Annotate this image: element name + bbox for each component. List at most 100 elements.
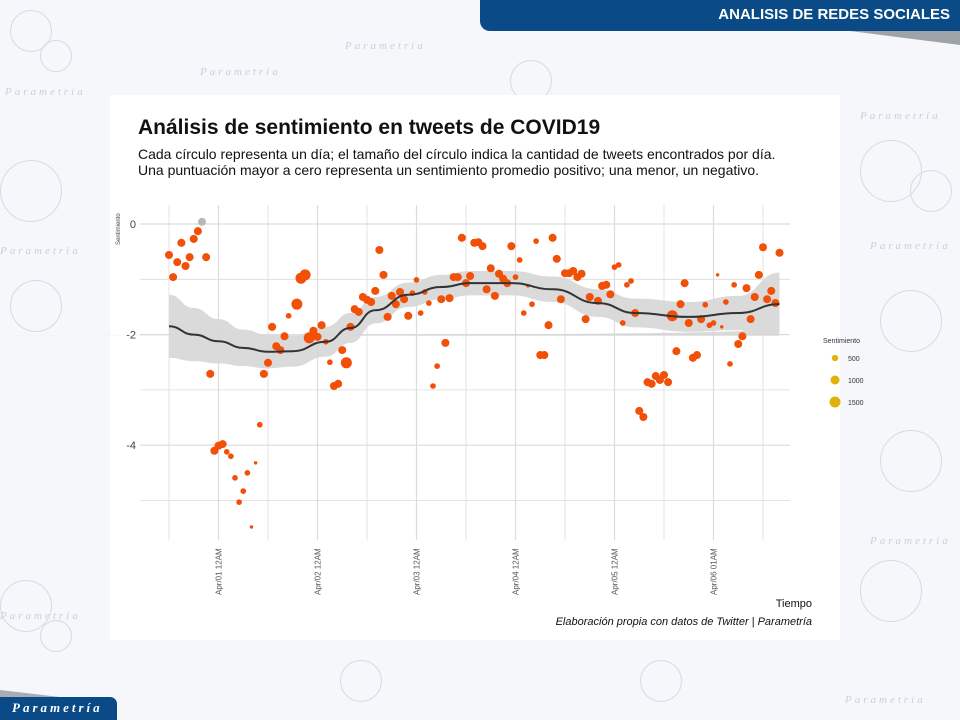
data-point	[268, 322, 277, 331]
data-point	[647, 379, 656, 388]
data-point	[276, 346, 285, 355]
data-point	[379, 270, 388, 279]
data-point	[606, 290, 615, 299]
data-point	[727, 361, 733, 367]
data-point	[417, 310, 424, 316]
legend-size-label: 500	[848, 356, 860, 363]
data-point	[299, 269, 311, 281]
x-tick-label: Apr/04 12AM	[512, 548, 521, 595]
watermark-circle	[880, 430, 942, 492]
data-point	[548, 233, 557, 242]
data-point	[400, 295, 409, 304]
data-point	[738, 332, 747, 341]
watermark-circle	[40, 620, 72, 652]
y-axis-label: Sentimiento	[116, 213, 122, 245]
data-point	[602, 280, 611, 289]
watermark-circle	[640, 660, 682, 702]
data-point	[619, 320, 626, 326]
data-point	[236, 499, 242, 505]
x-tick-label: Apr/06 01AM	[710, 548, 719, 595]
data-point	[228, 453, 234, 460]
data-point	[434, 363, 440, 369]
watermark-text: Parametría	[200, 66, 281, 78]
watermark-circle	[10, 280, 62, 332]
data-point	[715, 273, 720, 277]
watermark-circle	[40, 40, 72, 72]
data-point	[585, 292, 594, 302]
data-point	[507, 242, 516, 251]
data-point	[371, 286, 380, 295]
data-point	[664, 378, 673, 387]
data-point	[486, 264, 495, 273]
data-point	[639, 412, 648, 422]
data-point	[395, 287, 405, 297]
data-point	[181, 262, 190, 271]
watermark-circle	[880, 290, 942, 352]
data-point	[185, 253, 194, 262]
data-point	[731, 281, 737, 288]
data-point	[173, 258, 182, 267]
data-point	[263, 358, 273, 367]
data-point	[249, 525, 254, 529]
data-point	[189, 234, 198, 243]
data-point	[340, 357, 352, 369]
y-tick-label: -4	[126, 440, 136, 452]
data-point	[259, 369, 268, 378]
data-point	[430, 383, 436, 389]
data-point	[754, 270, 763, 279]
x-tick-label: Apr/03 12AM	[413, 548, 422, 595]
data-point	[338, 346, 347, 355]
data-point	[490, 291, 499, 300]
y-tick-label: -2	[126, 330, 136, 342]
watermark-circle	[860, 560, 922, 622]
data-point	[164, 250, 174, 259]
data-point	[540, 351, 549, 360]
data-point	[615, 262, 622, 268]
data-point	[445, 294, 454, 303]
data-point	[206, 369, 215, 378]
legend-size-key	[829, 396, 841, 408]
data-point	[478, 242, 487, 251]
data-point	[723, 299, 729, 305]
data-point	[193, 227, 202, 236]
confidence-band	[0, 271, 780, 369]
data-point	[413, 277, 420, 283]
data-point	[291, 298, 303, 310]
data-point	[635, 406, 644, 415]
data-point	[303, 332, 315, 344]
data-point	[240, 488, 247, 494]
y-tick-label: 0	[130, 219, 136, 231]
data-point	[692, 351, 702, 360]
legend-size-key	[831, 354, 839, 362]
header-decoration	[850, 31, 960, 45]
x-tick-label: Apr/01 12AM	[215, 548, 224, 595]
legend-size-key	[830, 375, 840, 385]
data-point	[256, 421, 263, 428]
data-point	[441, 338, 450, 347]
data-point	[763, 295, 772, 304]
legend-size-label: 1500	[848, 400, 864, 407]
data-point	[285, 312, 292, 319]
brand-badge: Parametría	[0, 697, 117, 720]
watermark-circle	[10, 10, 52, 52]
data-point	[672, 347, 681, 356]
data-point	[569, 266, 578, 276]
data-point	[223, 448, 230, 455]
x-tick-label: Apr/02 12AM	[314, 548, 323, 595]
data-point	[244, 470, 251, 476]
data-point	[317, 321, 326, 330]
watermark-text: Parametría	[345, 40, 426, 52]
data-point	[232, 474, 238, 481]
data-point	[702, 301, 709, 308]
x-tick-label: Apr/05 12AM	[611, 548, 620, 595]
data-point	[529, 301, 535, 308]
data-point	[457, 233, 466, 242]
data-point	[202, 253, 211, 262]
data-point	[404, 311, 413, 320]
data-point	[482, 285, 491, 294]
data-point	[327, 359, 333, 366]
data-point	[734, 339, 743, 349]
data-point	[437, 295, 446, 304]
data-point	[177, 238, 186, 247]
